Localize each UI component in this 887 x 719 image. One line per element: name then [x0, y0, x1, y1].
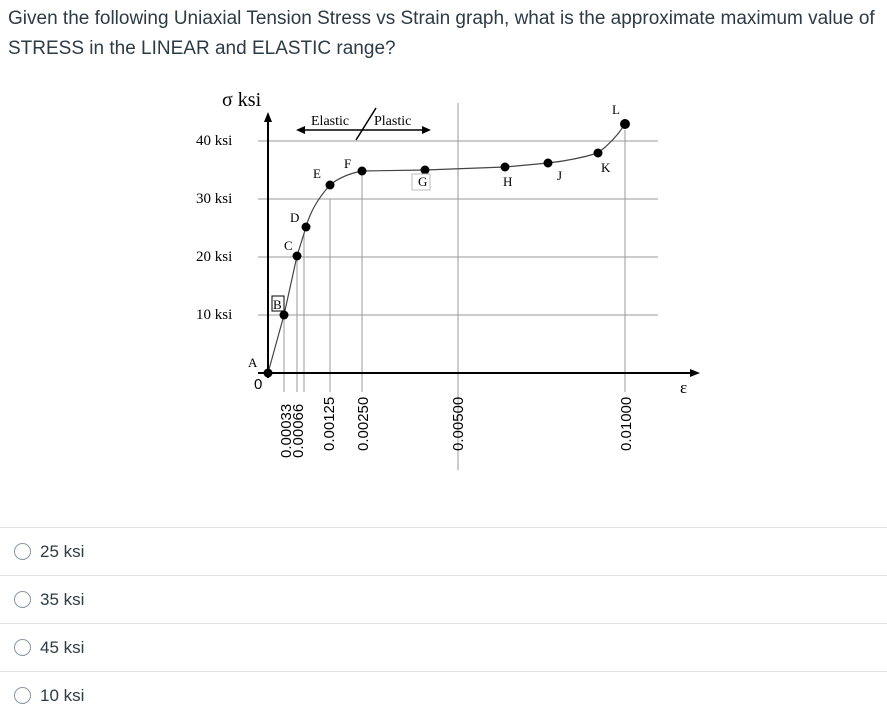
point-g [420, 165, 430, 175]
option-label: 35 ksi [40, 589, 85, 609]
label-j: J [557, 168, 562, 183]
option-10-ksi[interactable]: 10 ksi [0, 671, 887, 719]
label-e: E [313, 166, 321, 181]
point-l [620, 119, 630, 129]
answer-options: 25 ksi 35 ksi 45 ksi 10 ksi [0, 527, 887, 719]
stress-strain-curve [267, 123, 626, 374]
option-label: 10 ksi [40, 685, 85, 705]
label-h: H [503, 174, 512, 189]
point-f [357, 166, 367, 176]
y-axis-arrow [264, 112, 272, 122]
y-axis-label: σ ksi [222, 89, 262, 111]
radio-button[interactable] [14, 543, 31, 560]
label-c: C [284, 238, 293, 253]
radio-button[interactable] [14, 639, 31, 656]
elastic-arrowhead [296, 126, 305, 134]
point-b [279, 310, 289, 320]
y-tick-20: 20 ksi [196, 249, 232, 265]
option-label: 45 ksi [40, 637, 85, 657]
x-axis-arrow [690, 369, 700, 377]
option-label: 25 ksi [40, 541, 85, 561]
option-25-ksi[interactable]: 25 ksi [0, 527, 887, 575]
radio-button[interactable] [14, 591, 31, 608]
label-l: L [612, 102, 620, 117]
point-j [543, 158, 553, 168]
x-tick-0-00250: 0.00250 [355, 397, 372, 451]
point-e [325, 180, 335, 190]
point-d [301, 222, 311, 232]
label-d: D [290, 210, 299, 225]
point-labels: A B C D E F G H J K L [248, 102, 620, 370]
point-k [593, 148, 603, 158]
elastic-label: Elastic [311, 114, 349, 129]
y-tick-30: 30 ksi [196, 191, 232, 207]
label-k: K [601, 160, 611, 175]
stress-strain-chart: σ ksi 40 ksi 30 ksi 20 ksi 10 ksi ε 0 0.… [196, 89, 700, 470]
x-tick-0-00500: 0.00500 [450, 397, 467, 451]
x-tick-0-00066: 0.00066 [290, 404, 307, 458]
x-tick-0: 0 [254, 376, 262, 393]
vertical-gridlines [283, 103, 626, 470]
x-axis-label: ε [680, 378, 687, 397]
label-g: G [418, 174, 427, 189]
x-tick-0-01000: 0.01000 [618, 397, 635, 451]
label-b: B [273, 297, 282, 312]
question-text: Given the following Uniaxial Tension Str… [8, 8, 875, 59]
radio-button[interactable] [14, 687, 31, 704]
axes [258, 120, 690, 378]
x-tick-0-00125: 0.00125 [321, 397, 338, 451]
option-45-ksi[interactable]: 45 ksi [0, 623, 887, 671]
plastic-arrowhead [422, 126, 431, 134]
label-a: A [248, 355, 258, 370]
point-a [263, 368, 273, 378]
option-35-ksi[interactable]: 35 ksi [0, 575, 887, 623]
elastic-plastic-divider [355, 107, 377, 141]
label-f: F [344, 156, 351, 171]
y-tick-40: 40 ksi [196, 133, 232, 149]
x-tick-0-00033: 0.00033 [278, 404, 295, 458]
y-tick-10: 10 ksi [196, 307, 232, 323]
point-c [292, 251, 302, 261]
point-h [500, 162, 510, 172]
plastic-label: Plastic [374, 114, 411, 129]
data-points [263, 119, 630, 378]
